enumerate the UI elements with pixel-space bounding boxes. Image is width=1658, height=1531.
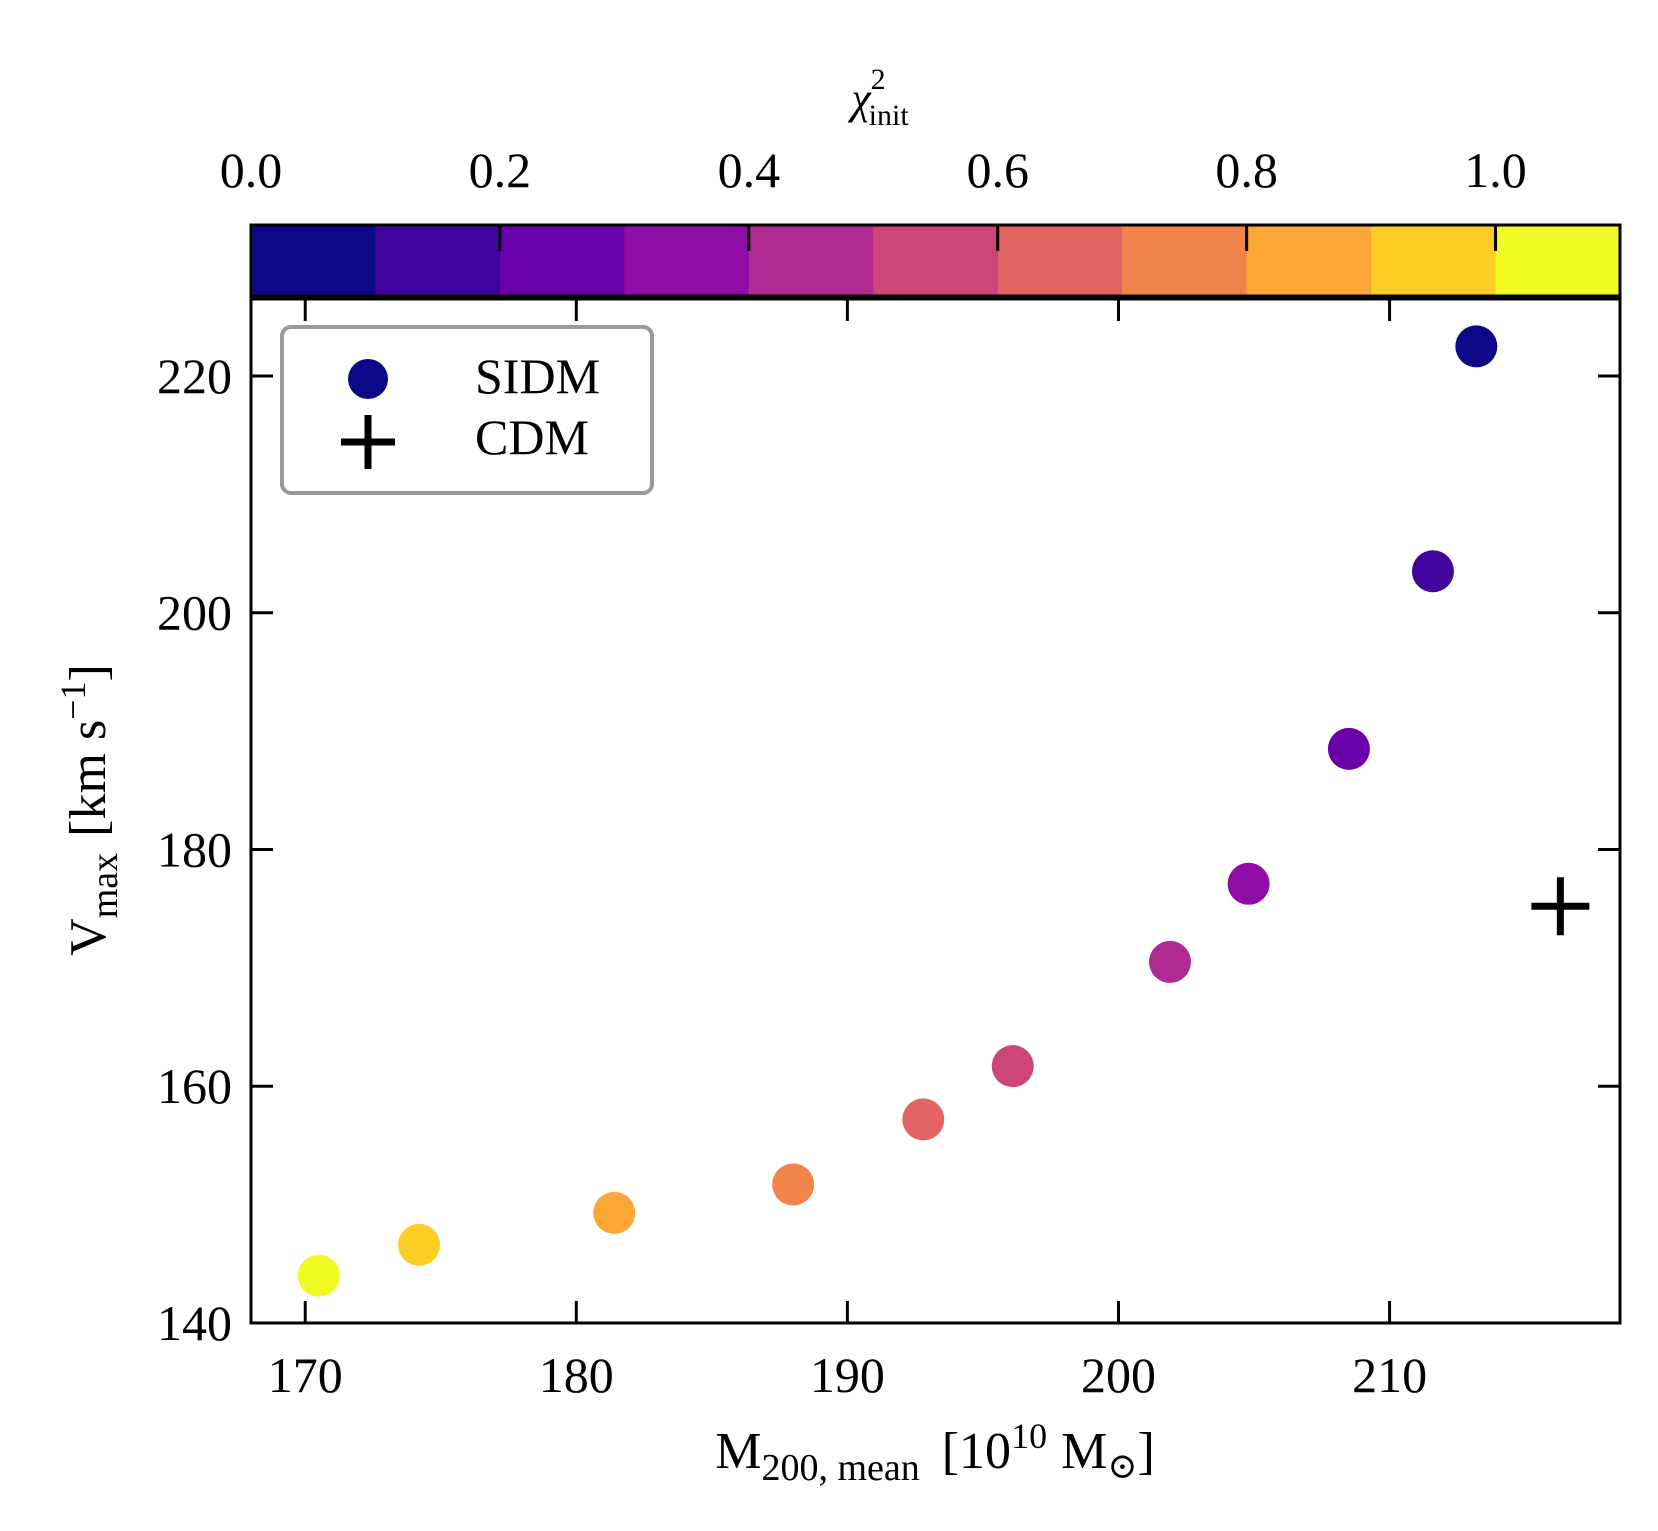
legend-sidm-marker — [348, 359, 388, 399]
colorbar-bin-7 — [1122, 225, 1248, 296]
sidm-point-8 — [1327, 727, 1370, 770]
colorbar-bin-8 — [1246, 225, 1372, 296]
legend-sidm-label: SIDM — [475, 348, 600, 404]
colorbar-bin-10 — [1495, 225, 1621, 296]
sidm-point-6 — [1148, 940, 1191, 983]
x-axis-ticks: 170 180 190 200 210 — [268, 299, 1427, 1403]
legend-cdm-label: CDM — [475, 409, 589, 465]
colorbar-tick-label-5: 1.0 — [1464, 142, 1527, 198]
colorbar-ticks: 0.0 0.2 0.4 0.6 0.8 1.0 — [220, 142, 1527, 251]
y-axis-label: Vmax[km s−1] — [53, 664, 126, 956]
colorbar-tick-label-0: 0.0 — [220, 142, 283, 198]
y-axis-ticks: 140 160 180 200 220 — [157, 348, 1620, 1351]
colorbar-bin-5 — [873, 225, 999, 296]
legend-cdm-marker — [341, 415, 395, 469]
colorbar-tick-label-3: 0.6 — [966, 142, 1029, 198]
colorbar-bin-4 — [748, 225, 875, 296]
x-tick-label-1: 180 — [539, 1347, 614, 1403]
data-points — [297, 325, 1590, 1297]
sidm-point-10 — [1455, 325, 1498, 368]
colorbar-tick-label-4: 0.8 — [1215, 142, 1278, 198]
colorbar-tick-label-1: 0.2 — [469, 142, 532, 198]
cdm-point-0 — [1531, 877, 1590, 936]
x-tick-label-2: 190 — [810, 1347, 885, 1403]
colorbar-bin-0 — [251, 225, 377, 296]
colorbar-bin-2 — [499, 225, 626, 296]
y-tick-label-4: 220 — [157, 348, 232, 404]
colorbar-frame — [249, 223, 1622, 298]
sidm-point-4 — [902, 1098, 945, 1141]
colorbar-tick-label-2: 0.4 — [718, 142, 781, 198]
sidm-point-9 — [1411, 550, 1454, 593]
sidm-point-2 — [593, 1191, 636, 1234]
plot-axes: 170 180 190 200 210 140 160 180 200 220 — [157, 297, 1622, 1403]
y-tick-label-3: 200 — [157, 585, 232, 641]
x-tick-label-4: 210 — [1352, 1347, 1427, 1403]
colorbar-bin-3 — [624, 225, 750, 296]
sidm-point-3 — [772, 1163, 815, 1206]
colorbar-bin-9 — [1371, 225, 1497, 296]
y-tick-label-0: 140 — [157, 1295, 232, 1351]
colorbar-bins — [251, 225, 1621, 296]
y-tick-label-1: 160 — [157, 1058, 232, 1114]
colorbar-bin-1 — [375, 225, 501, 296]
x-tick-label-0: 170 — [268, 1347, 343, 1403]
colorbar-bin-6 — [997, 225, 1123, 296]
x-tick-label-3: 200 — [1081, 1347, 1156, 1403]
colorbar-label: χ2 init — [847, 63, 909, 132]
colorbar: 0.0 0.2 0.4 0.6 0.8 1.0 χ2 init — [220, 63, 1622, 298]
plot-frame — [249, 297, 1622, 1325]
sidm-point-1 — [398, 1223, 441, 1266]
x-axis-label: M200, mean [1010 M⊙] — [715, 1416, 1155, 1489]
legend: SIDM CDM — [280, 325, 654, 495]
sidm-point-7 — [1227, 862, 1270, 905]
sidm-point-0 — [297, 1254, 340, 1297]
sidm-point-5 — [991, 1045, 1034, 1088]
y-tick-label-2: 180 — [157, 821, 232, 877]
